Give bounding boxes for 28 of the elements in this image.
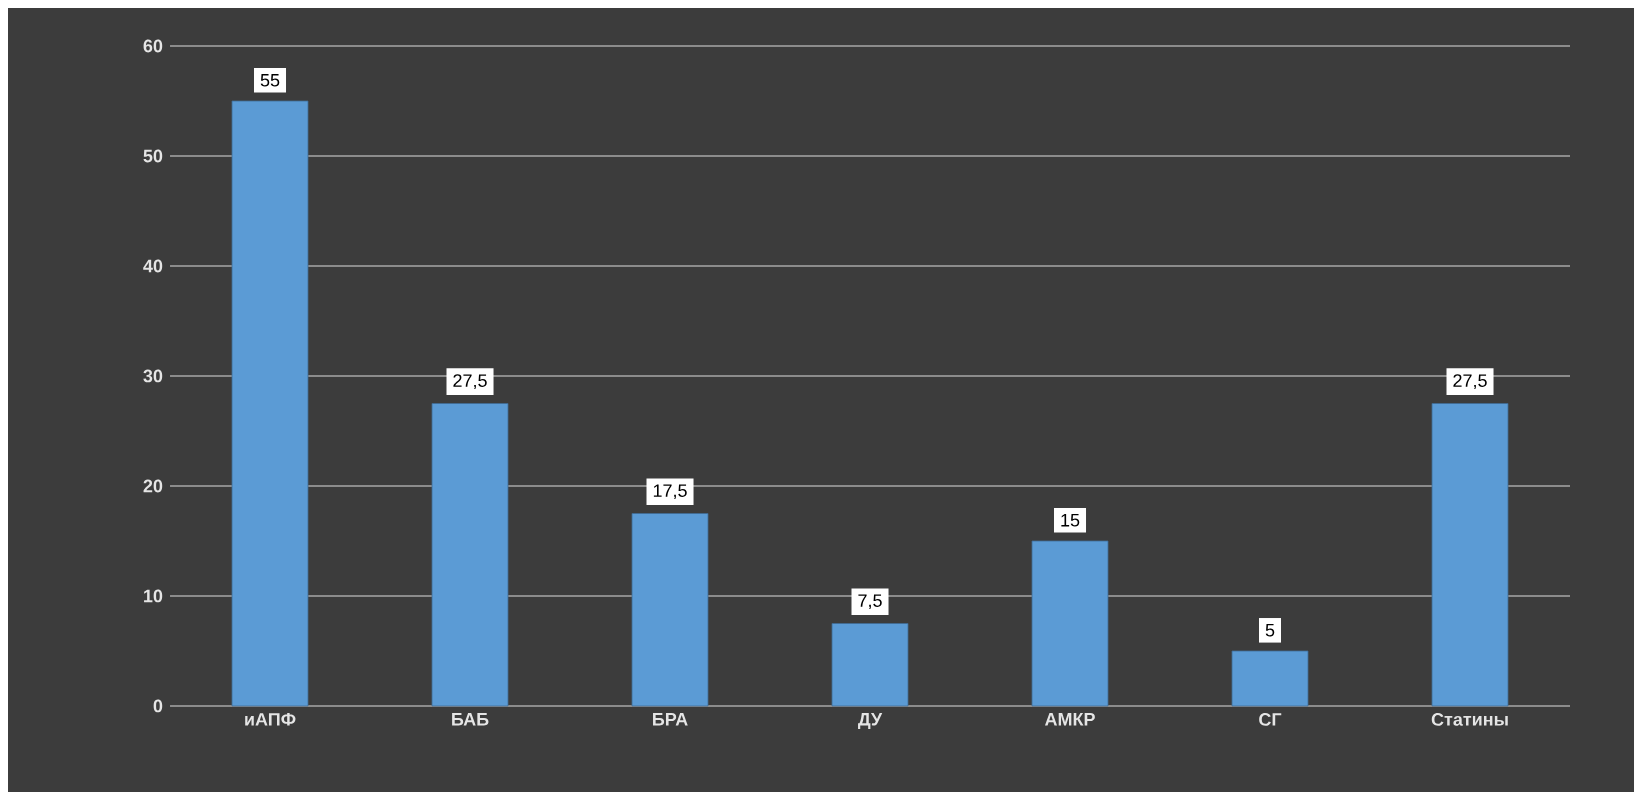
y-tick-label: 40 bbox=[143, 259, 163, 273]
data-label: 17,5 bbox=[653, 484, 687, 500]
x-tick-label: СГ bbox=[1259, 713, 1282, 726]
x-tick-label: БРА bbox=[653, 713, 688, 726]
y-tick-label: 20 bbox=[143, 479, 163, 493]
data-label: 5 bbox=[1265, 624, 1275, 637]
data-label: 7,5 bbox=[858, 594, 882, 610]
bar bbox=[1431, 403, 1509, 707]
bar bbox=[1231, 650, 1309, 707]
bar bbox=[831, 623, 909, 707]
bar bbox=[631, 513, 709, 707]
data-label: 27,5 bbox=[1453, 374, 1487, 390]
bar bbox=[1031, 540, 1109, 707]
x-tick-label: Статины bbox=[1431, 713, 1508, 726]
y-tick-label: 60 bbox=[143, 39, 163, 53]
bar bbox=[231, 100, 309, 707]
data-label: 15 bbox=[1061, 514, 1080, 527]
bar bbox=[431, 403, 509, 707]
y-tick-label: 30 bbox=[143, 369, 163, 383]
y-tick-label: 50 bbox=[143, 149, 163, 163]
y-tick-label: 10 bbox=[144, 589, 163, 603]
y-tick-label: 0 bbox=[153, 699, 163, 713]
x-tick-label: АМКР bbox=[1044, 713, 1095, 726]
data-label: 55 bbox=[260, 74, 280, 87]
x-tick-label: иАПФ bbox=[245, 713, 296, 726]
x-tick-label: ДУ bbox=[858, 713, 883, 730]
x-tick-label: БАБ bbox=[452, 713, 489, 726]
data-label: 27,5 bbox=[453, 374, 487, 390]
